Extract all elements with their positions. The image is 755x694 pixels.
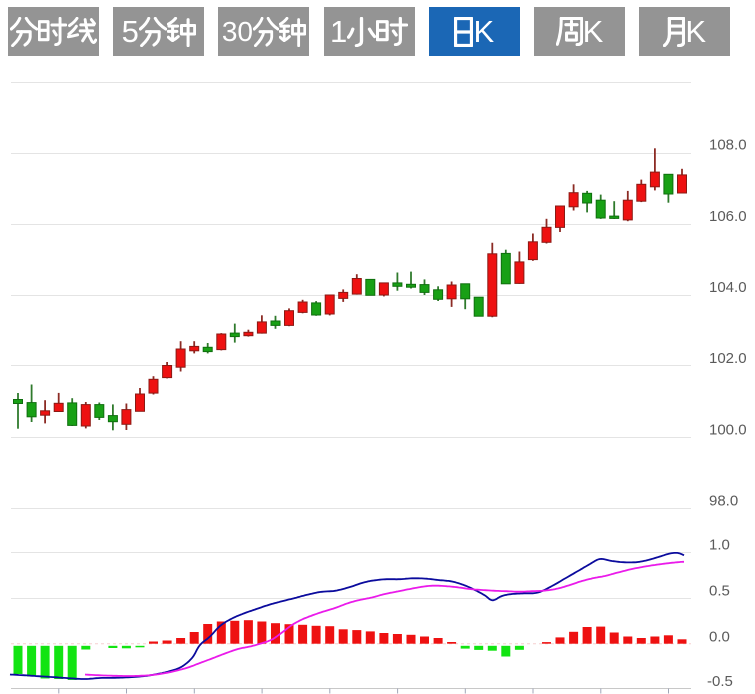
svg-text:106.0: 106.0: [709, 208, 747, 225]
svg-text:1.0: 1.0: [709, 537, 730, 554]
svg-text:104.0: 104.0: [709, 279, 747, 296]
svg-text:0.0: 0.0: [709, 629, 730, 646]
svg-text:108.0: 108.0: [709, 137, 747, 154]
svg-text:100.0: 100.0: [709, 422, 747, 439]
svg-text:102.0: 102.0: [709, 350, 747, 367]
svg-text:98.0: 98.0: [709, 493, 738, 510]
svg-text:-0.5: -0.5: [707, 673, 733, 690]
svg-text:0.5: 0.5: [709, 583, 730, 600]
